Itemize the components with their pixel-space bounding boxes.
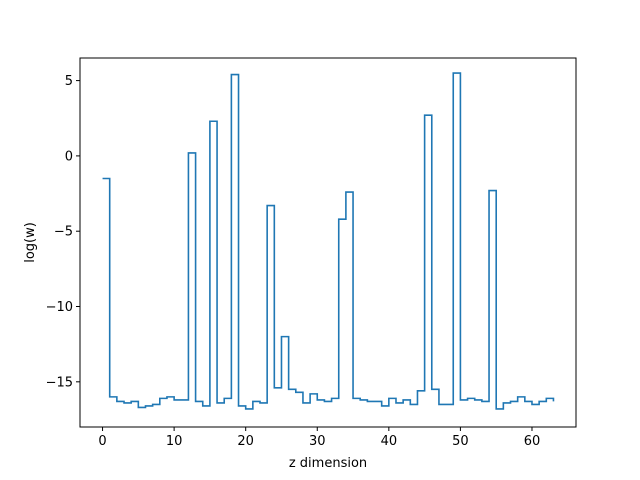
y-axis-label: log(w) xyxy=(23,222,38,263)
y-tick-label: −15 xyxy=(46,375,73,390)
y-tick-label: −5 xyxy=(54,225,73,240)
axes-frame xyxy=(79,57,577,428)
x-tick-label: 60 xyxy=(524,434,541,449)
y-tick-label: 5 xyxy=(65,74,73,89)
series-line-0 xyxy=(102,72,555,410)
y-tick-label: 0 xyxy=(65,149,73,164)
x-tick-label: 10 xyxy=(166,434,183,449)
x-tick-label: 20 xyxy=(237,434,254,449)
x-tick-label: 30 xyxy=(309,434,326,449)
plot-area xyxy=(102,72,555,410)
x-axis-ticks: 0 10 20 30 40 50 60 xyxy=(98,427,540,449)
y-axis-ticks: 5 0 −5 −10 −15 xyxy=(46,74,80,390)
x-axis-label: z dimension xyxy=(289,456,367,471)
y-tick-label: −10 xyxy=(46,300,73,315)
x-tick-label: 50 xyxy=(452,434,469,449)
x-tick-label: 40 xyxy=(381,434,398,449)
x-tick-label: 0 xyxy=(98,434,106,449)
